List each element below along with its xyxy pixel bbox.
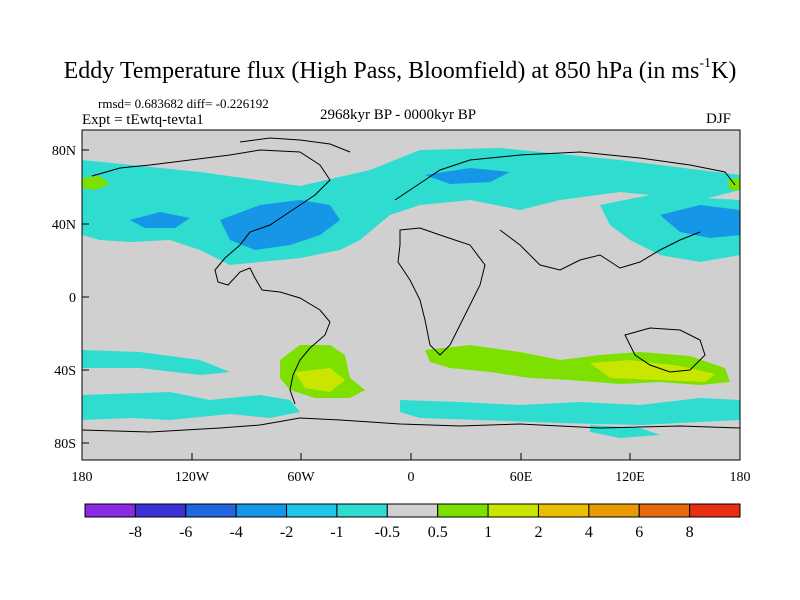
colorbar-swatch [134,503,187,518]
coastlines [81,137,741,433]
lat-tick-label: 80S [54,437,76,452]
south-america-coast [261,289,331,405]
scandinavia-blue [425,168,510,184]
colorbar-label: 0.5 [428,524,448,541]
eurasia-north-coast [394,151,736,201]
positive-anomaly-regions [82,176,740,398]
lat-tick-label: 0 [69,291,76,306]
colorbar-label: 1 [484,524,492,541]
colorbar-swatch [235,503,288,518]
lat-tick-label: 40N [52,218,76,233]
north-america-blue [130,212,190,228]
title-end: K) [711,58,737,84]
map-title: Eddy Temperature flux (High Pass, Bloomf… [0,56,800,85]
latitude-axis: 80N 40N 0 40S 80S [52,144,89,452]
colorbar-swatch [487,503,539,518]
colorbar-label: 6 [635,524,643,541]
north-pacific-blue [660,205,740,238]
colorbar-label: -8 [129,524,142,541]
experiment-label: Expt = tEwtq-tevta1 [82,112,204,128]
colorbar-label: -0.5 [375,524,400,541]
colorbar-label: -2 [280,524,293,541]
colorbar-swatch [286,503,338,518]
south-pacific-north-cyan [82,350,230,375]
colorbar-label: 4 [585,524,593,541]
south-pacific-cyan [82,392,300,420]
colorbar-swatch [437,503,489,518]
colorbar-label: 8 [686,524,694,541]
asia-south-coast [499,229,701,271]
southern-ocean-cyan [400,398,740,425]
strong-negative-regions [130,168,740,250]
colorbar-swatch [336,503,388,518]
colorbar-swatch [689,503,741,518]
lon-tick-label: 60W [287,470,315,485]
lon-tick-label: 60E [510,470,533,485]
stats-label: rmsd= 0.683682 diff= -0.226192 [98,96,269,111]
lat-tick-label: 80N [52,144,76,159]
lon-tick-label: 0 [408,470,415,485]
colorbar-label: -1 [330,524,343,541]
australia-yellow [590,360,715,382]
africa-coast [397,227,486,356]
map-plot [81,129,741,461]
lat-tick-label: 40S [54,364,76,379]
north-america-coast [91,149,331,291]
colorbar-swatch [638,503,691,518]
season-label: DJF [706,111,732,127]
title-superscript: -1 [699,56,712,71]
colorbar: -8 -6 -4 -2 -1 -0.5 0.5 1 2 4 6 8 [84,503,741,541]
title-main: Eddy Temperature flux (High Pass, Bloomf… [63,58,700,84]
lon-tick-label: 180 [730,470,751,485]
period-label: 2968kyr BP - 0000kyr BP [320,107,477,123]
lon-tick-label: 120E [615,470,645,485]
colorbar-swatch [386,503,439,518]
colorbar-label: -4 [229,524,242,541]
colorbar-label: -6 [179,524,192,541]
greenland-coast [239,137,351,153]
alaska-green [82,176,110,190]
lon-tick-label: 120W [175,470,210,485]
colorbar-swatch [588,503,640,518]
antarctica-coast [81,417,741,433]
australia-coast [624,327,706,373]
patagonia-yellow [295,368,345,392]
colorbar-swatch [537,503,590,518]
colorbar-swatch [84,503,136,518]
colorbar-label: 2 [534,524,542,541]
colorbar-swatch [185,503,237,518]
lon-tick-label: 180 [72,470,93,485]
north-atlantic-blue [220,200,340,250]
longitude-axis: 180 120W 60W 0 60E 120E 180 [72,453,751,485]
